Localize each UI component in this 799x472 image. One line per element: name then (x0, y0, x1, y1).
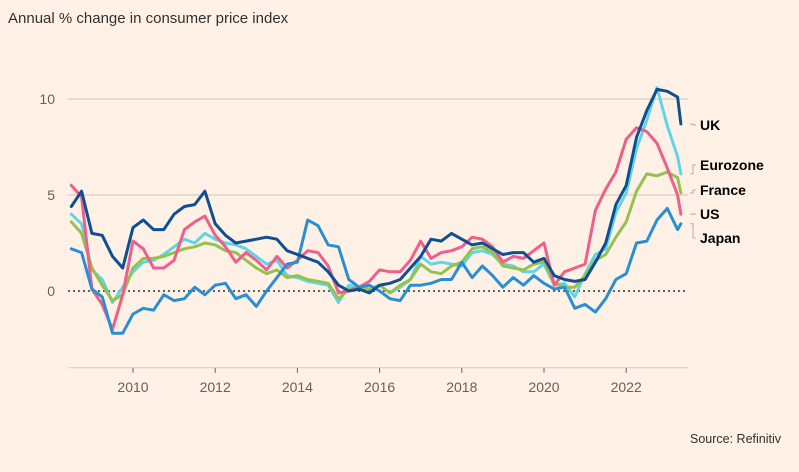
legend-leader-line (690, 189, 696, 194)
y-tick-label: 5 (47, 187, 55, 203)
legend-leader-line (690, 123, 696, 126)
x-tick-label: 2010 (117, 379, 148, 395)
chart-title: Annual % change in consumer price index (8, 10, 289, 27)
y-tick-label: 0 (47, 283, 55, 299)
x-tick-label: 2016 (364, 379, 395, 395)
x-tick-label: 2018 (446, 379, 477, 395)
x-tick-label: 2014 (282, 379, 313, 395)
legend-leader-line (690, 164, 696, 175)
legend-label-japan: Japan (700, 230, 740, 246)
y-tick-label: 10 (39, 91, 55, 107)
legend-label-france: France (700, 182, 746, 198)
series-line-uk (69, 87, 683, 295)
source-note: Source: Refinitiv (689, 432, 781, 446)
x-tick-label: 2022 (611, 379, 642, 395)
legend-leader-line (690, 223, 696, 239)
series-line-japan (69, 206, 683, 335)
legend-label-uk: UK (700, 117, 720, 133)
legend-label-eurozone: Eurozone (700, 157, 764, 173)
x-tick-label: 2012 (200, 379, 231, 395)
legend-label-us: US (700, 206, 719, 222)
series-line-us (69, 126, 683, 331)
x-tick-label: 2020 (528, 379, 559, 395)
